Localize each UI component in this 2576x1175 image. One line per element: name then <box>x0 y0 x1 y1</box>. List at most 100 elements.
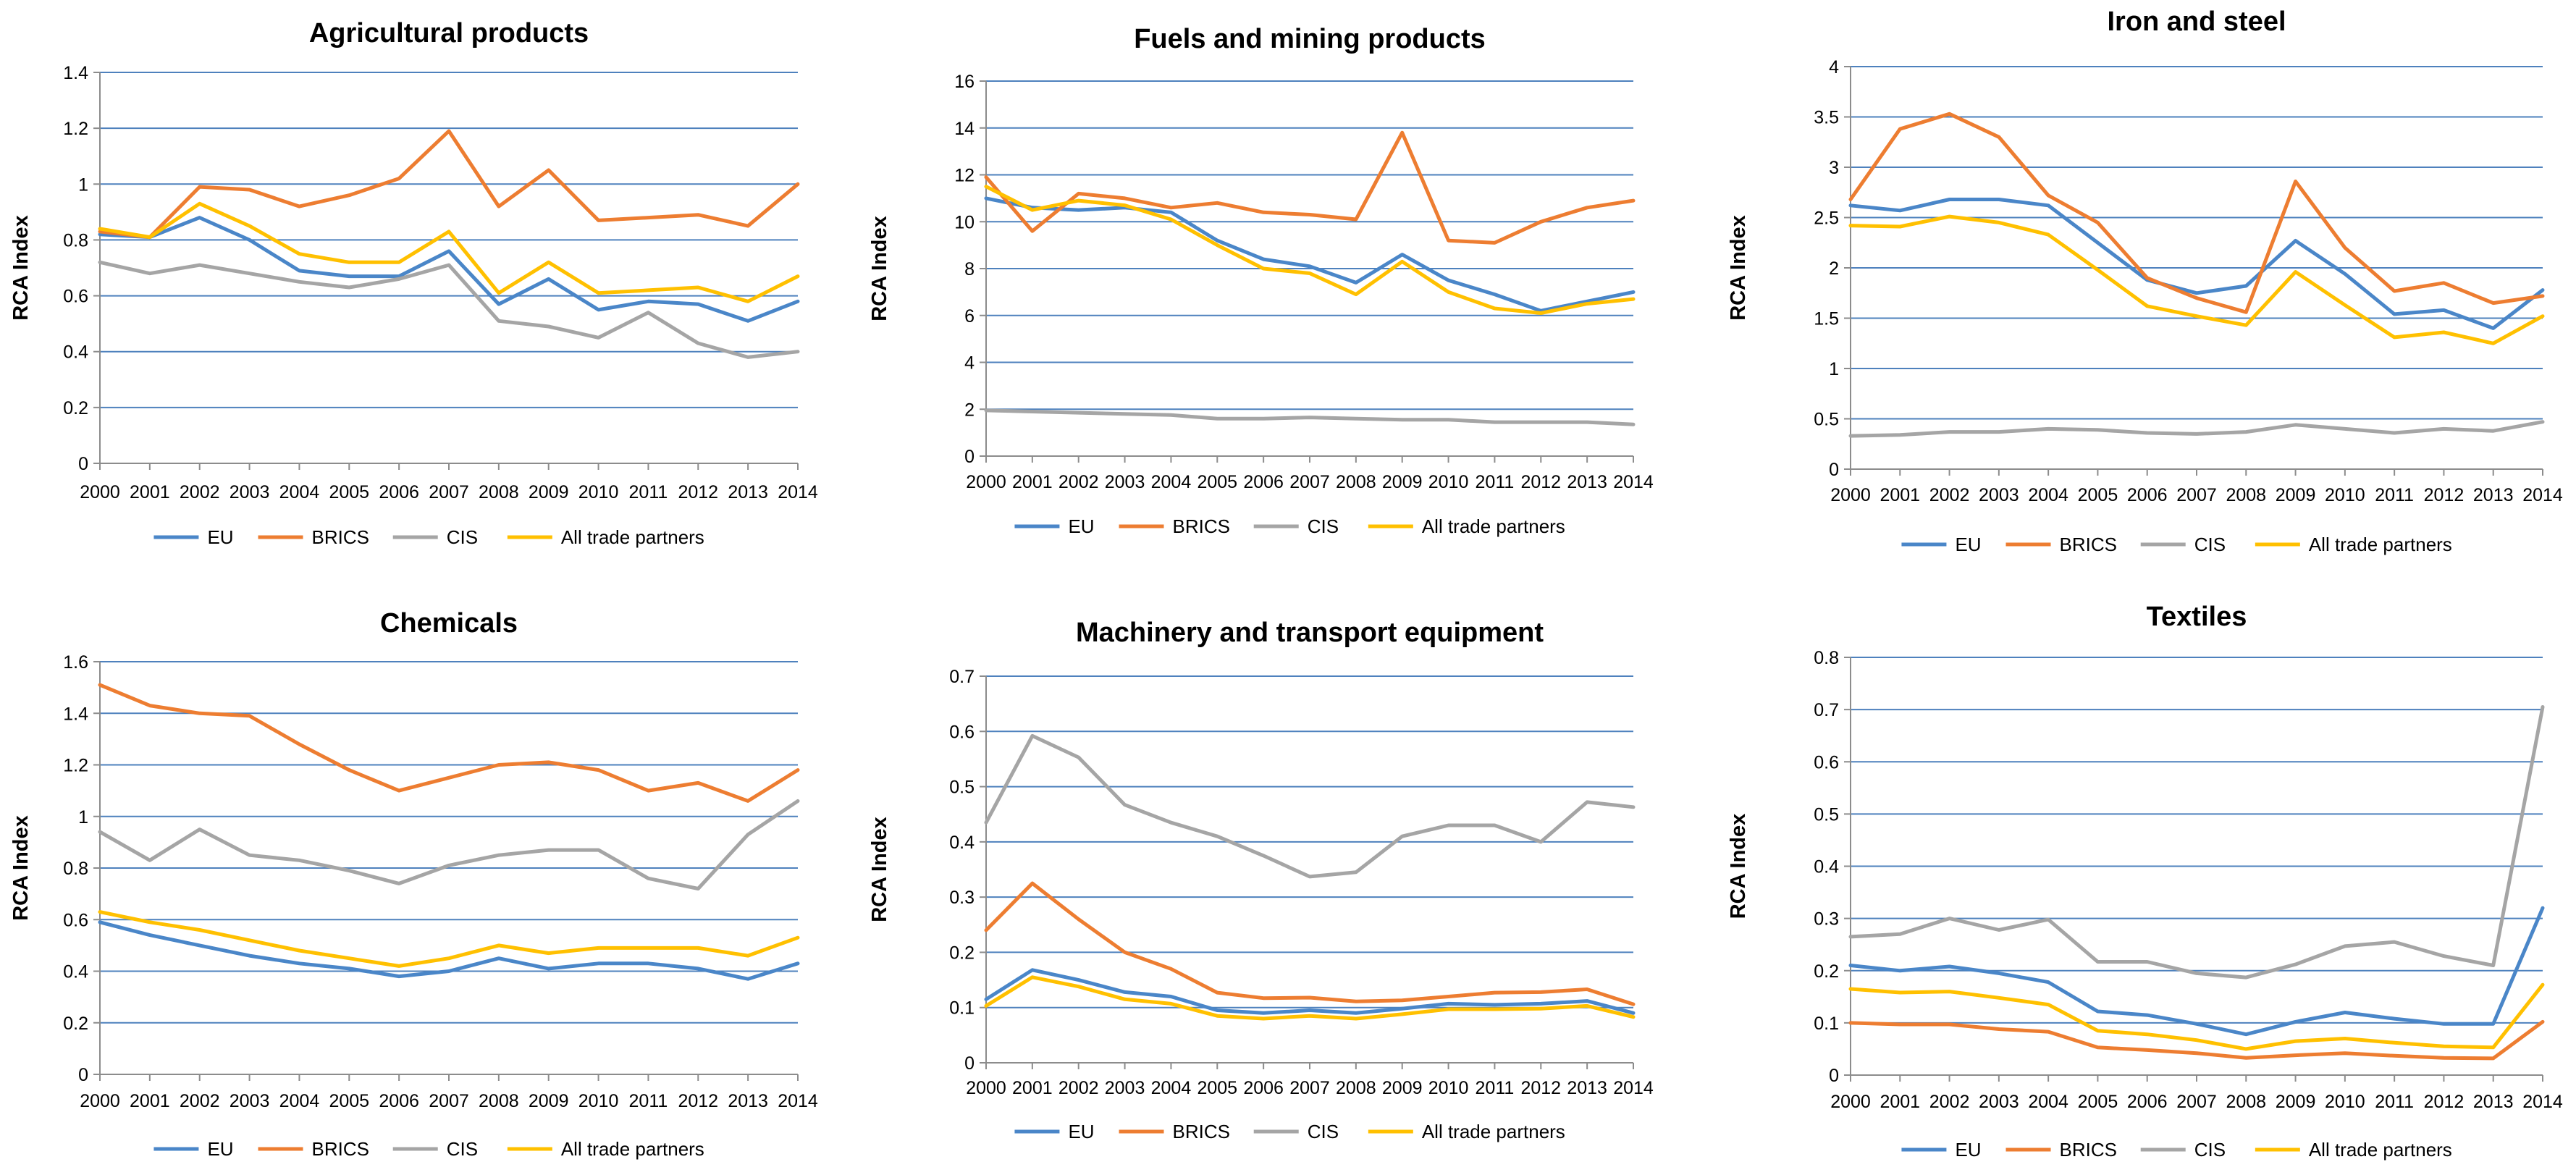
chart-legend: EU BRICS CIS All trade partners <box>1901 1139 2452 1161</box>
chart-svg: Fuels and mining products 0 2 4 6 8 10 12 14 16 20… <box>868 24 1654 537</box>
x-tick-label: 2014 <box>778 1091 818 1111</box>
x-tick-label: 2008 <box>2226 485 2266 505</box>
x-tick-label: 2004 <box>279 1091 320 1111</box>
x-tick-label: 2009 <box>1382 1078 1423 1098</box>
x-tick-label: 2010 <box>578 482 619 502</box>
y-tick-label: 8 <box>964 259 975 279</box>
series-line-all-trade-partners <box>98 201 800 303</box>
x-tick-label: 2014 <box>778 482 818 502</box>
x-tick-label: 2013 <box>1567 472 1607 492</box>
y-tick-label: 10 <box>954 212 975 232</box>
x-tick-label: 2012 <box>678 1091 718 1111</box>
y-tick-label: 1 <box>78 807 88 827</box>
chart-panel-agricultural-products: Agricultural products 0 0.2 0.4 0.6 0.8 1 1.2 1.… <box>0 0 859 587</box>
x-tick-label: 2007 <box>2176 485 2217 505</box>
chart-legend: EU BRICS CIS All trade partners <box>153 1138 704 1160</box>
chart-panel-textiles: Textiles 0 0.1 0.2 0.3 0.4 0.5 0.6 0.7 0.8 2000 200… <box>1717 587 2576 1174</box>
y-tick-label: 0.7 <box>949 667 975 687</box>
series-line-brics <box>1848 1019 2545 1061</box>
series-line-all-trade-partners <box>984 185 1636 315</box>
x-tick-label: 2010 <box>1428 1078 1469 1098</box>
x-tick-label: 2013 <box>1567 1078 1607 1098</box>
series-line-brics <box>984 130 1636 245</box>
legend-label-cis: CIS <box>2194 1139 2226 1161</box>
x-tick-label: 2009 <box>2276 1092 2316 1112</box>
x-tick-label: 2012 <box>1520 1078 1561 1098</box>
y-axis-label: RCA Index <box>1727 215 1750 321</box>
y-tick-label: 4 <box>964 353 975 374</box>
x-tick-label: 2000 <box>1830 1092 1871 1112</box>
y-tick-label: 14 <box>954 119 975 139</box>
x-tick-label: 2004 <box>1151 1078 1192 1098</box>
x-tick-label: 2004 <box>2028 1092 2068 1112</box>
y-tick-label: 2.5 <box>1814 209 1839 229</box>
series-line-all-trade-partners <box>984 975 1636 1021</box>
x-tick-label: 2007 <box>2176 1092 2217 1112</box>
y-tick-label: 0.6 <box>1814 752 1839 772</box>
x-tick-label: 2013 <box>2473 485 2514 505</box>
y-tick-label: 1.6 <box>63 652 88 673</box>
legend-label-eu: EU <box>1068 515 1094 537</box>
y-tick-label: 0.6 <box>63 910 88 930</box>
x-tick-label: 2003 <box>1105 472 1145 492</box>
x-tick-label: 2001 <box>1012 1078 1053 1098</box>
x-tick-label: 2013 <box>2473 1092 2514 1112</box>
y-tick-label: 2 <box>964 400 975 420</box>
x-tick-label: 2003 <box>1979 485 2019 505</box>
y-tick-label: 0.2 <box>949 943 975 963</box>
x-tick-label: 2001 <box>130 482 170 502</box>
x-tick-label: 2007 <box>1289 472 1330 492</box>
y-tick-label: 12 <box>954 166 975 186</box>
x-tick-label: 2004 <box>1151 472 1192 492</box>
y-tick-label: 4 <box>1829 57 1839 77</box>
chart-title: Fuels and mining products <box>1134 24 1486 54</box>
x-tick-label: 2002 <box>1058 1078 1099 1098</box>
y-tick-label: 0.3 <box>949 888 975 908</box>
x-tick-label: 2005 <box>2078 485 2118 505</box>
y-tick-label: 0.2 <box>63 398 88 418</box>
chart-legend: EU BRICS CIS All trade partners <box>1014 515 1565 537</box>
x-tick-label: 2011 <box>629 1091 668 1111</box>
y-tick-label: 0.6 <box>63 287 88 307</box>
legend-label-cis: CIS <box>447 1138 478 1160</box>
x-tick-label: 2010 <box>2325 1092 2365 1112</box>
x-tick-label: 2000 <box>80 482 120 502</box>
x-tick-label: 2007 <box>1289 1078 1330 1098</box>
legend-label-brics: BRICS <box>1173 1121 1230 1142</box>
series-line-all-trade-partners <box>98 910 800 968</box>
x-tick-label: 2005 <box>1197 472 1237 492</box>
legend-label-brics: BRICS <box>2060 1139 2117 1161</box>
y-tick-label: 16 <box>954 72 975 92</box>
series-line-cis <box>984 408 1636 426</box>
x-tick-label: 2000 <box>966 472 1006 492</box>
x-tick-label: 2005 <box>1197 1078 1237 1098</box>
x-tick-label: 2009 <box>529 482 569 502</box>
y-tick-label: 0.5 <box>949 778 975 798</box>
x-tick-label: 2003 <box>230 1091 270 1111</box>
x-tick-label: 2010 <box>2325 485 2365 505</box>
legend-label-all-trade-partners: All trade partners <box>2309 1139 2452 1161</box>
series-line-cis <box>98 799 800 890</box>
y-tick-label: 2 <box>1829 258 1839 279</box>
legend-label-eu: EU <box>207 526 233 548</box>
y-tick-label: 0 <box>964 447 975 467</box>
legend-label-eu: EU <box>1955 534 1981 555</box>
legend-label-brics: BRICS <box>2060 534 2117 555</box>
chart-svg: Iron and steel 0 0.5 1 1.5 2 2.5 3 3.5 4 2000 2001 2… <box>1727 7 2563 555</box>
chart-panel-chemicals: Chemicals 0 0.2 0.4 0.6 0.8 1 1.2 1.4 1.6 2000 2001… <box>0 587 859 1174</box>
y-tick-label: 0.7 <box>1814 700 1839 720</box>
x-tick-label: 2008 <box>2226 1092 2266 1112</box>
y-tick-label: 0.1 <box>949 998 975 1019</box>
y-tick-label: 0.8 <box>63 230 88 250</box>
legend-label-eu: EU <box>207 1138 233 1160</box>
x-tick-label: 2012 <box>2424 485 2465 505</box>
y-tick-label: 0.2 <box>63 1014 88 1034</box>
x-tick-label: 2008 <box>1336 472 1376 492</box>
y-tick-label: 0.5 <box>1814 804 1839 825</box>
x-tick-label: 2007 <box>429 1091 469 1111</box>
series-line-cis <box>1848 705 2545 980</box>
x-tick-label: 2006 <box>2127 485 2168 505</box>
y-tick-label: 0.4 <box>63 342 88 363</box>
x-tick-label: 2011 <box>2375 1092 2414 1112</box>
x-tick-label: 2010 <box>1428 472 1469 492</box>
